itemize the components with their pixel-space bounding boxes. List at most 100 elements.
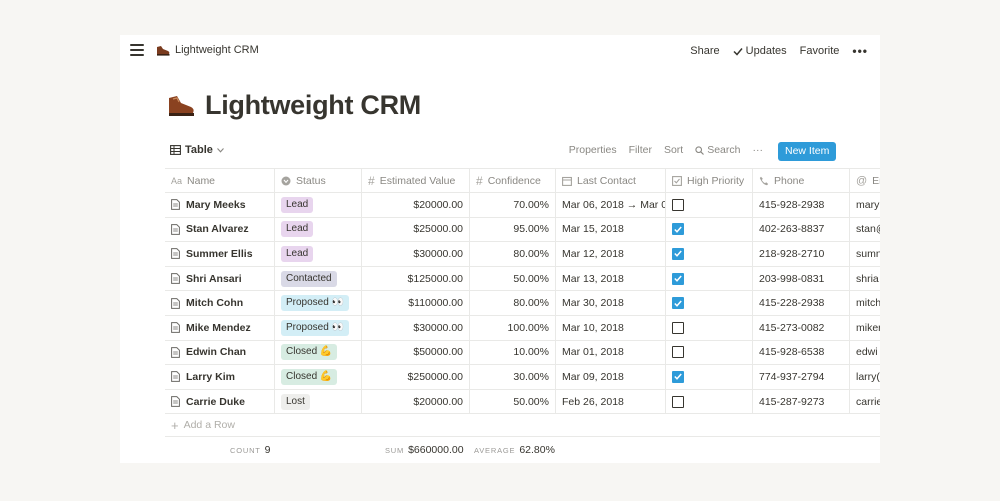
table-row[interactable]: Mary Meeks Lead $20000.00 70.00% Mar 06, 201… [165,193,880,218]
table-row[interactable]: Larry Kim Closed 💪 $250000.00 30.00% Mar 09,… [165,365,880,390]
estimated-value-cell[interactable]: $20000.00 [362,389,470,414]
checked-checkbox[interactable] [672,297,684,310]
phone-cell[interactable]: 415-928-2938 [753,193,850,217]
column-header-status[interactable]: Status [275,169,362,192]
filter-button[interactable]: Filter [628,144,652,156]
checked-checkbox[interactable] [672,370,684,383]
table-row[interactable]: Summer Ellis Lead $30000.00 80.00% Mar 12, 2… [165,242,880,267]
phone-cell[interactable]: 402-263-8837 [753,217,850,242]
count-aggregate[interactable]: COUNT 9 [230,444,271,456]
status-cell[interactable]: Lost [275,389,362,414]
phone-cell[interactable]: 203-998-0831 [753,266,850,291]
new-item-button[interactable]: New Item [778,142,837,161]
email-cell[interactable]: mitch [856,297,880,310]
status-cell[interactable]: Lead [275,242,362,266]
view-more-icon[interactable]: ··· [752,144,764,156]
phone-cell[interactable]: 415-228-2938 [753,291,850,315]
email-cell[interactable]: carrie [856,395,880,408]
table-row[interactable]: Mitch Cohn Proposed 👀 $110000.00 80.00% Mar … [165,291,880,316]
view-selector[interactable]: Table [170,144,224,156]
high-priority-cell[interactable] [666,291,753,315]
estimated-value-cell[interactable]: $20000.00 [362,193,470,217]
column-header-last-contact[interactable]: Last Contact [556,169,666,192]
phone-cell[interactable]: 415-273-0082 [753,315,850,340]
phone-cell[interactable]: 415-287-9273 [753,389,850,414]
high-priority-cell[interactable] [666,217,753,242]
email-cell[interactable]: stan@ [856,223,880,236]
add-row-button[interactable]: + Add a Row [165,414,880,438]
phone-cell[interactable]: 415-928-6538 [753,340,850,365]
checked-checkbox[interactable] [672,223,684,236]
estimated-value-cell[interactable]: $125000.00 [362,266,470,291]
column-header-email[interactable]: @ Er [850,169,880,192]
high-priority-cell[interactable] [666,315,753,340]
high-priority-cell[interactable] [666,340,753,365]
unchecked-checkbox[interactable] [672,346,684,359]
email-cell[interactable]: larry( [856,370,880,383]
name-cell[interactable]: Edwin Chan [165,340,275,365]
email-cell[interactable]: miker [856,321,880,334]
name-cell[interactable]: Stan Alvarez [165,217,275,242]
column-header-phone[interactable]: Phone [753,169,850,192]
name-cell[interactable]: Larry Kim [165,365,275,389]
table-row[interactable]: Edwin Chan Closed 💪 $50000.00 10.00% Mar 01,… [165,340,880,366]
phone-cell[interactable]: 774-937-2794 [753,365,850,389]
email-cell[interactable]: sumn [856,247,880,260]
share-button[interactable]: Share [690,45,720,57]
high-priority-cell[interactable] [666,389,753,414]
menu-icon[interactable] [130,44,144,56]
column-header-name[interactable]: Aa Name [165,169,275,192]
confidence-cell[interactable]: 100.00% [470,315,556,340]
name-cell[interactable]: Mike Mendez [165,315,275,340]
confidence-cell[interactable]: 80.00% [470,242,556,266]
name-cell[interactable]: Shri Ansari [165,266,275,291]
email-cell[interactable]: mary [856,198,880,211]
status-cell[interactable]: Lead [275,193,362,217]
last-contact-cell[interactable]: Mar 09, 2018 [556,365,666,389]
confidence-cell[interactable]: 80.00% [470,291,556,315]
estimated-value-cell[interactable]: $30000.00 [362,315,470,340]
sum-aggregate[interactable]: SUM $660000.00 [385,444,464,456]
confidence-cell[interactable]: 10.00% [470,340,556,365]
confidence-cell[interactable]: 30.00% [470,365,556,389]
status-cell[interactable]: Proposed 👀 [275,315,362,340]
last-contact-cell[interactable]: Mar 30, 2018 [556,291,666,315]
status-cell[interactable]: Proposed 👀 [275,291,362,315]
status-cell[interactable]: Closed 💪 [275,340,362,365]
last-contact-cell[interactable]: Mar 15, 2018 [556,217,666,242]
last-contact-cell[interactable]: Mar 01, 2018 [556,340,666,365]
updates-button[interactable]: Updates [733,45,787,57]
phone-cell[interactable]: 218-928-2710 [753,242,850,266]
favorite-button[interactable]: Favorite [799,45,840,57]
last-contact-cell[interactable]: Mar 10, 2018 [556,315,666,340]
more-options-icon[interactable]: ••• [852,44,868,58]
average-aggregate[interactable]: AVERAGE 62.80% [474,444,555,456]
estimated-value-cell[interactable]: $25000.00 [362,217,470,242]
confidence-cell[interactable]: 70.00% [470,193,556,217]
high-priority-cell[interactable] [666,193,753,217]
status-cell[interactable]: Lead [275,217,362,242]
checked-checkbox[interactable] [672,272,684,285]
last-contact-cell[interactable]: Mar 12, 2018 [556,242,666,266]
table-row[interactable]: Shri Ansari Contacted $125000.00 50.00% Mar … [165,266,880,292]
email-cell[interactable]: shria [856,272,879,285]
confidence-cell[interactable]: 95.00% [470,217,556,242]
search-button[interactable]: Search [695,144,741,156]
last-contact-cell[interactable]: Mar 06, 2018 → Mar 0 [556,193,666,217]
name-cell[interactable]: Mitch Cohn [165,291,275,315]
table-row[interactable]: Carrie Duke Lost $20000.00 50.00% Feb 26, 20… [165,389,880,415]
name-cell[interactable]: Mary Meeks [165,193,275,217]
sort-button[interactable]: Sort [663,144,684,156]
email-cell[interactable]: edwi [856,346,878,359]
unchecked-checkbox[interactable] [672,198,684,211]
unchecked-checkbox[interactable] [672,321,684,334]
column-header-estimated-value[interactable]: # Estimated Value [362,169,470,192]
estimated-value-cell[interactable]: $250000.00 [362,365,470,389]
high-priority-cell[interactable] [666,266,753,291]
estimated-value-cell[interactable]: $30000.00 [362,242,470,266]
high-priority-cell[interactable] [666,242,753,266]
estimated-value-cell[interactable]: $110000.00 [362,291,470,315]
confidence-cell[interactable]: 50.00% [470,266,556,291]
table-row[interactable]: Stan Alvarez Lead $25000.00 95.00% Mar 15, 2… [165,217,880,243]
confidence-cell[interactable]: 50.00% [470,389,556,414]
